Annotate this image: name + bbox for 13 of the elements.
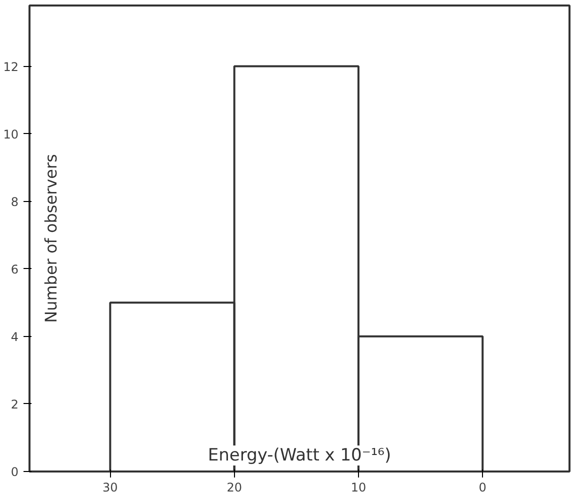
y-tick-label: 6	[10, 262, 19, 276]
y-tick-label: 0	[10, 465, 19, 479]
x-tick-label: 0	[478, 480, 486, 494]
x-tick-label: 20	[226, 480, 242, 494]
x-tick-label: 10	[350, 480, 366, 494]
x-axis-title: Energy-(Watt x 10⁻¹⁶)	[208, 446, 392, 466]
x-tick-label: 30	[102, 480, 118, 494]
y-tick-label: 4	[10, 330, 19, 344]
y-tick-label: 12	[3, 60, 19, 74]
y-tick-label: 2	[10, 397, 19, 412]
y-tick-label: 10	[3, 127, 19, 142]
y-axis-title: Number of observers	[42, 154, 60, 323]
y-tick-label: 8	[10, 194, 19, 209]
